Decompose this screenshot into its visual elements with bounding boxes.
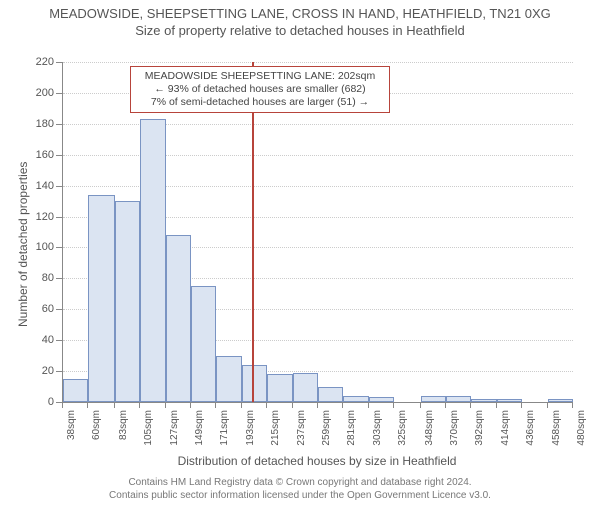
x-tick (139, 402, 140, 408)
x-tick-label: 458sqm (551, 410, 562, 454)
histogram-bar (497, 399, 522, 402)
y-tick-label: 160 (26, 149, 54, 161)
histogram-bar (421, 396, 446, 402)
x-tick (62, 402, 63, 408)
x-tick (342, 402, 343, 408)
x-tick (165, 402, 166, 408)
x-tick (445, 402, 446, 408)
annotation-line1: MEADOWSIDE SHEEPSETTING LANE: 202sqm (135, 70, 385, 83)
x-tick (521, 402, 522, 408)
y-tick (56, 278, 62, 279)
annotation-line3: 7% of semi-detached houses are larger (5… (135, 96, 385, 109)
histogram-bar (166, 235, 191, 402)
histogram-bar (267, 374, 292, 402)
y-tick-label: 20 (26, 365, 54, 377)
annotation-line2: ← 93% of detached houses are smaller (68… (135, 83, 385, 96)
x-tick-label: 127sqm (169, 410, 180, 454)
histogram-bar (115, 201, 140, 402)
footer: Contains HM Land Registry data © Crown c… (0, 477, 600, 502)
y-tick (56, 186, 62, 187)
x-tick-label: 105sqm (143, 410, 154, 454)
histogram-bar (242, 365, 267, 402)
y-tick-label: 180 (26, 118, 54, 130)
x-tick-label: 193sqm (245, 410, 256, 454)
x-tick-label: 171sqm (219, 410, 230, 454)
histogram-bar (88, 195, 115, 402)
x-tick (470, 402, 471, 408)
title-main: MEADOWSIDE, SHEEPSETTING LANE, CROSS IN … (0, 6, 600, 21)
grid-line (63, 62, 573, 63)
histogram-bar (216, 356, 241, 402)
y-tick-label: 200 (26, 87, 54, 99)
histogram-bar (318, 387, 343, 402)
x-tick (266, 402, 267, 408)
y-tick (56, 124, 62, 125)
histogram-bar (548, 399, 573, 402)
x-tick-label: 325sqm (397, 410, 408, 454)
y-tick (56, 155, 62, 156)
histogram-bar (343, 396, 368, 402)
x-tick (496, 402, 497, 408)
histogram-bar (63, 379, 88, 402)
histogram-bar (446, 396, 471, 402)
x-tick-label: 392sqm (474, 410, 485, 454)
footer-line1: Contains HM Land Registry data © Crown c… (0, 477, 600, 490)
x-tick (241, 402, 242, 408)
y-tick (56, 309, 62, 310)
x-tick-label: 215sqm (270, 410, 281, 454)
x-tick (393, 402, 394, 408)
x-tick-label: 303sqm (372, 410, 383, 454)
x-axis-label: Distribution of detached houses by size … (62, 454, 572, 468)
histogram-bar (471, 399, 496, 402)
y-tick-label: 40 (26, 334, 54, 346)
y-tick-label: 120 (26, 211, 54, 223)
y-tick-label: 140 (26, 180, 54, 192)
y-tick (56, 93, 62, 94)
annotation-box: MEADOWSIDE SHEEPSETTING LANE: 202sqm ← 9… (130, 66, 390, 113)
x-tick-label: 348sqm (424, 410, 435, 454)
y-tick (56, 62, 62, 63)
x-tick (547, 402, 548, 408)
x-tick (420, 402, 421, 408)
x-tick-label: 370sqm (449, 410, 460, 454)
x-tick-label: 38sqm (66, 410, 77, 454)
histogram-bar (140, 119, 165, 402)
x-tick (317, 402, 318, 408)
x-tick-label: 149sqm (194, 410, 205, 454)
x-tick-label: 414sqm (500, 410, 511, 454)
y-tick-label: 220 (26, 56, 54, 68)
y-tick-label: 80 (26, 272, 54, 284)
x-tick-label: 83sqm (118, 410, 129, 454)
histogram-bar (293, 373, 318, 402)
footer-line2: Contains public sector information licen… (0, 490, 600, 503)
y-tick-label: 100 (26, 241, 54, 253)
x-tick-label: 259sqm (321, 410, 332, 454)
x-tick-label: 60sqm (91, 410, 102, 454)
histogram-bar (369, 397, 394, 402)
x-tick-label: 480sqm (576, 410, 587, 454)
x-tick (292, 402, 293, 408)
x-tick (190, 402, 191, 408)
x-tick-label: 281sqm (346, 410, 357, 454)
y-tick (56, 371, 62, 372)
y-tick (56, 217, 62, 218)
y-tick-label: 60 (26, 303, 54, 315)
x-tick-label: 436sqm (525, 410, 536, 454)
x-tick (215, 402, 216, 408)
y-tick-label: 0 (26, 396, 54, 408)
histogram-bar (191, 286, 216, 402)
y-tick (56, 340, 62, 341)
x-tick (87, 402, 88, 408)
y-tick (56, 247, 62, 248)
x-tick (572, 402, 573, 408)
x-tick (114, 402, 115, 408)
title-sub: Size of property relative to detached ho… (0, 23, 600, 38)
x-tick-label: 237sqm (296, 410, 307, 454)
x-tick (368, 402, 369, 408)
